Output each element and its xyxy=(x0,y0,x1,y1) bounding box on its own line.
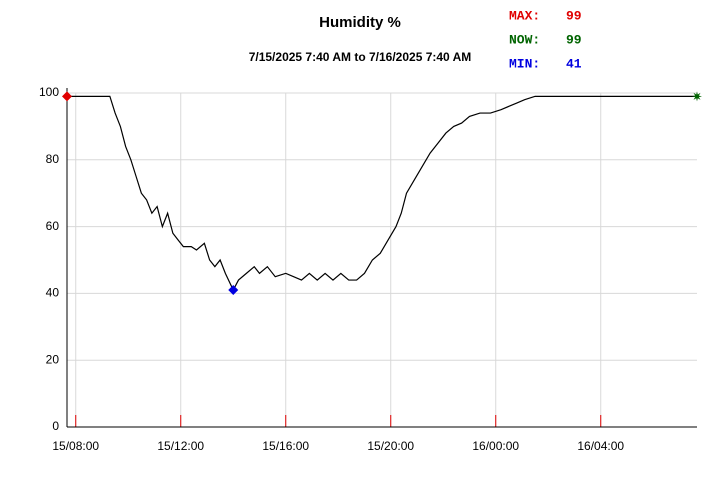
x-tick-label: 15/16:00 xyxy=(262,439,309,453)
y-tick-label: 60 xyxy=(46,219,60,233)
y-tick-label: 100 xyxy=(39,85,59,99)
series-line xyxy=(67,95,697,292)
min-marker xyxy=(228,285,239,296)
now-marker xyxy=(692,91,702,102)
stat-label: MIN: xyxy=(509,56,540,71)
y-tick-label: 80 xyxy=(46,152,60,166)
x-tick-label: 16/04:00 xyxy=(577,439,624,453)
stat-label: MAX: xyxy=(509,8,540,23)
x-tick-label: 15/20:00 xyxy=(367,439,414,453)
stat-value: 41 xyxy=(566,56,582,71)
x-tick-label: 16/00:00 xyxy=(472,439,519,453)
y-tick-label: 40 xyxy=(46,286,60,300)
x-tick-label: 15/08:00 xyxy=(52,439,99,453)
max-marker xyxy=(62,91,72,102)
stat-label: NOW: xyxy=(509,32,540,47)
x-tick-label: 15/12:00 xyxy=(157,439,204,453)
chart-subtitle: 7/15/2025 7:40 AM to 7/16/2025 7:40 AM xyxy=(249,50,472,64)
stat-value: 99 xyxy=(566,8,582,23)
y-tick-label: 0 xyxy=(52,419,59,433)
chart-title: Humidity % xyxy=(319,14,401,31)
stat-value: 99 xyxy=(566,32,582,47)
y-tick-label: 20 xyxy=(46,352,60,366)
